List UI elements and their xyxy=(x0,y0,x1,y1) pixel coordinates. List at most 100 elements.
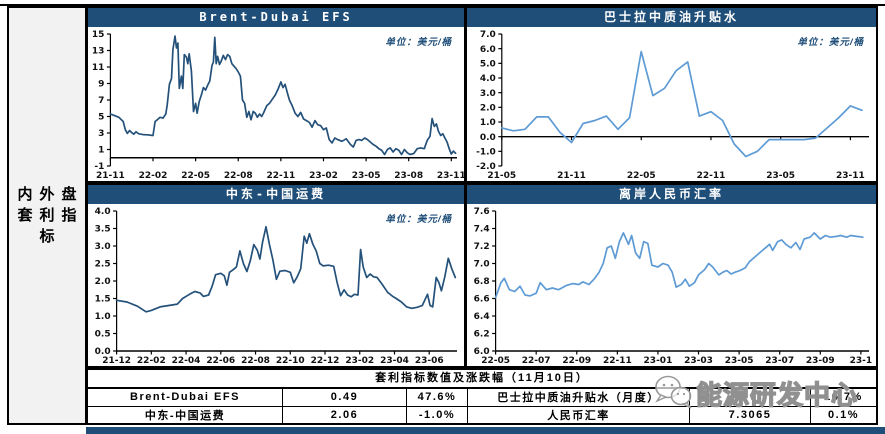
indicator-change-cell: -1.0% xyxy=(407,406,468,423)
svg-text:23-01: 23-01 xyxy=(644,356,673,366)
svg-text:6.8: 6.8 xyxy=(474,277,490,287)
svg-text:23-05: 23-05 xyxy=(352,171,381,181)
svg-text:22-04: 22-04 xyxy=(172,356,201,366)
svg-text:5: 5 xyxy=(98,113,104,123)
chart-plot-mideast-china-freight: 4.0 3.5 3.0 2.5 2.0 1.5 1.0 0.5 0.0 21-12 22-02 22-… xyxy=(88,204,464,366)
svg-text:2.5: 2.5 xyxy=(95,260,111,270)
chart-panel-mideast-china-freight: 中东-中国运费 4.0 3.5 3.0 2.5 2.0 1.5 1.0 0.5 0.0 21-12… xyxy=(86,183,466,368)
indicator-name-cell: 巴士拉中质油升贴水（月度） xyxy=(468,389,690,406)
svg-text:6.6: 6.6 xyxy=(474,295,490,305)
svg-text:22-05: 22-05 xyxy=(481,356,510,366)
unit-label: 单位：美元/桶 xyxy=(385,214,452,225)
series-line xyxy=(494,232,864,299)
svg-text:21-05: 21-05 xyxy=(487,171,516,181)
svg-text:23-05: 23-05 xyxy=(766,171,795,181)
indicator-value-cell: 0.49 xyxy=(283,389,407,406)
svg-text:22-08: 22-08 xyxy=(241,356,270,366)
unit-label: 单位：美元/桶 xyxy=(385,37,452,48)
svg-text:-1: -1 xyxy=(94,162,104,172)
indicator-name-cell: 人民币汇率 xyxy=(468,406,690,423)
svg-text:7: 7 xyxy=(98,96,104,106)
chart-plot-basrah-premium: 7.0 6.0 5.0 4.0 3.0 2.0 1.0 0.0 -1.0 -2.0 21-05 21-… xyxy=(467,27,876,181)
svg-text:21-11: 21-11 xyxy=(96,171,125,181)
chart-panel-basrah-premium: 巴士拉中质油升贴水 7.0 6.0 5.0 4.0 3.0 2.0 1.0 0.0 -1.0 -2… xyxy=(465,6,878,183)
svg-text:7.2: 7.2 xyxy=(474,242,490,252)
svg-text:9: 9 xyxy=(98,80,104,90)
svg-text:3.0: 3.0 xyxy=(95,242,111,252)
svg-text:23-08: 23-08 xyxy=(394,171,423,181)
svg-text:23-06: 23-06 xyxy=(415,356,444,366)
svg-text:23-09: 23-09 xyxy=(806,356,835,366)
svg-text:21-11: 21-11 xyxy=(557,171,586,181)
indicator-value-cell: 7.3065 xyxy=(690,406,811,423)
svg-text:3.5: 3.5 xyxy=(95,225,111,235)
sidebar-category-label: 内外盘 套利指 标 xyxy=(7,6,87,425)
cnh-chart-svg: 7.6 7.4 7.2 7.0 6.8 6.6 6.4 6.2 6.022-05 22-07 22-… xyxy=(474,207,873,366)
svg-text:6.0: 6.0 xyxy=(474,347,490,357)
svg-text:6.2: 6.2 xyxy=(474,330,490,340)
svg-text:0.0: 0.0 xyxy=(480,133,496,143)
svg-text:23-11: 23-11 xyxy=(437,171,464,181)
svg-text:22-07: 22-07 xyxy=(522,356,551,366)
svg-text:22-05: 22-05 xyxy=(627,171,656,181)
chart-plot-offshore-cnh-rate: 7.6 7.4 7.2 7.0 6.8 6.6 6.4 6.2 6.0 22-05 22-07 22-… xyxy=(467,204,876,366)
chart-title-mideast-china-freight: 中东-中国运费 xyxy=(88,185,464,204)
svg-text:11: 11 xyxy=(92,63,105,73)
svg-text:4.0: 4.0 xyxy=(480,74,496,84)
svg-text:6.4: 6.4 xyxy=(474,312,490,322)
svg-text:-1.0: -1.0 xyxy=(476,148,496,158)
svg-text:22-11: 22-11 xyxy=(603,356,632,366)
svg-text:23-02: 23-02 xyxy=(309,171,338,181)
svg-text:6.0: 6.0 xyxy=(480,45,496,55)
svg-text:5.0: 5.0 xyxy=(480,60,496,70)
svg-text:22-06: 22-06 xyxy=(206,356,235,366)
series-line xyxy=(109,35,457,156)
indicator-change-cell: 47.6% xyxy=(407,389,468,406)
top-border-rule xyxy=(0,4,885,6)
svg-text:13: 13 xyxy=(92,47,105,57)
svg-text:4.0: 4.0 xyxy=(95,207,111,217)
svg-text:22-05: 22-05 xyxy=(181,171,210,181)
cutoff-next-section-bar xyxy=(86,427,885,434)
chart-panel-brent-dubai-efs: Brent-Dubai EFS 15 13 11 9 7 5 3 1 -1 21-11 22-02 2… xyxy=(86,6,466,183)
svg-text:23-1: 23-1 xyxy=(850,356,873,366)
svg-text:1: 1 xyxy=(98,146,104,156)
indicator-name-cell: Brent-Dubai EFS xyxy=(88,389,283,406)
indicator-value-cell xyxy=(690,389,811,406)
chart-title-basrah-premium: 巴士拉中质油升贴水 xyxy=(467,8,876,27)
sidebar-label-line: 内外盘 xyxy=(17,186,84,203)
svg-text:7.4: 7.4 xyxy=(474,225,490,235)
chart-plot-brent-dubai-efs: 15 13 11 9 7 5 3 1 -1 21-11 22-02 22-05 22-08 22-11 23… xyxy=(88,27,464,181)
svg-text:7.0: 7.0 xyxy=(480,30,496,40)
svg-text:1.5: 1.5 xyxy=(95,295,111,305)
chart-title-brent-dubai-efs: Brent-Dubai EFS xyxy=(88,8,464,27)
svg-text:1.0: 1.0 xyxy=(480,118,496,128)
svg-text:22-11: 22-11 xyxy=(697,171,726,181)
svg-text:3.0: 3.0 xyxy=(480,89,496,99)
svg-text:7.0: 7.0 xyxy=(474,260,490,270)
svg-text:2.0: 2.0 xyxy=(480,104,496,114)
sidebar-label-line: 标 xyxy=(39,228,62,245)
svg-text:0.0: 0.0 xyxy=(95,347,111,357)
svg-text:22-02: 22-02 xyxy=(139,171,168,181)
svg-text:23-03: 23-03 xyxy=(684,356,713,366)
indicator-name-cell: 中东-中国运费 xyxy=(88,406,283,423)
table-row: 中东-中国运费 2.06 -1.0% 人民币汇率 7.3065 0.1% xyxy=(88,406,876,423)
svg-text:23-05: 23-05 xyxy=(725,356,754,366)
indicator-change-cell: 0.1% xyxy=(827,408,860,421)
table-header: 套利指标数值及涨跌幅（11月10日） xyxy=(88,370,876,389)
svg-text:0.5: 0.5 xyxy=(95,330,111,340)
table-row: Brent-Dubai EFS 0.49 47.6% 巴士拉中质油升贴水（月度）… xyxy=(88,389,876,407)
sidebar-label-line: 套利指 xyxy=(17,207,84,224)
svg-text:23-04: 23-04 xyxy=(380,356,409,366)
freight-chart-svg: 4.0 3.5 3.0 2.5 2.0 1.5 1.0 0.5 0.021-12 22-02 22-… xyxy=(95,207,457,366)
svg-text:22-10: 22-10 xyxy=(276,356,305,366)
svg-text:15: 15 xyxy=(92,30,105,40)
svg-text:23-02: 23-02 xyxy=(345,356,374,366)
svg-text:22-02: 22-02 xyxy=(137,356,166,366)
chart-panel-offshore-cnh-rate: 离岸人民币汇率 7.6 7.4 7.2 7.0 6.8 6.6 6.4 6.2 6.0 22-05… xyxy=(465,183,878,368)
svg-text:22-08: 22-08 xyxy=(224,171,253,181)
unit-label: 单位：美元/桶 xyxy=(797,37,864,48)
basrah-chart-svg: 7.0 6.0 5.0 4.0 3.0 2.0 1.0 0.0 -1.0 -2.021-05 21-… xyxy=(476,30,869,181)
svg-text:-2.0: -2.0 xyxy=(476,162,496,172)
